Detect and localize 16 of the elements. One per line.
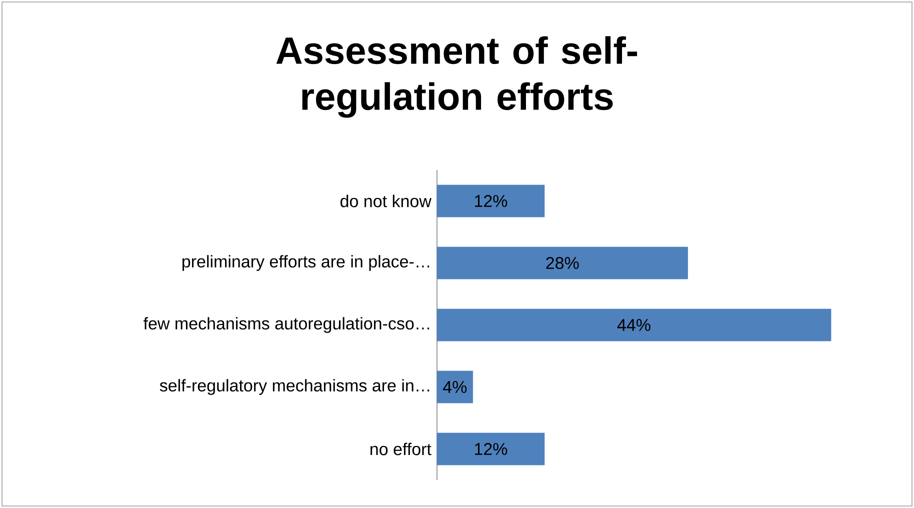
data-label: 12% <box>475 443 508 455</box>
data-label: 28% <box>546 256 579 270</box>
y-tick-label: no effort <box>370 442 432 456</box>
bar <box>436 308 832 342</box>
bar <box>436 246 688 280</box>
y-tick-label: do not know <box>340 194 432 208</box>
y-tick-label: few mechanisms autoregulation-cso… <box>144 317 430 333</box>
data-label: 44% <box>617 319 650 331</box>
chart-title: Assessment of self-regulation efforts <box>276 36 638 118</box>
data-label: 4% <box>443 381 467 393</box>
bar <box>436 432 545 466</box>
bar <box>436 184 545 218</box>
y-tick-label: preliminary efforts are in place-… <box>182 255 430 271</box>
bar <box>436 370 474 404</box>
y-tick-label: self-regulatory mechanisms are in… <box>160 379 430 395</box>
data-label: 12% <box>475 195 508 207</box>
